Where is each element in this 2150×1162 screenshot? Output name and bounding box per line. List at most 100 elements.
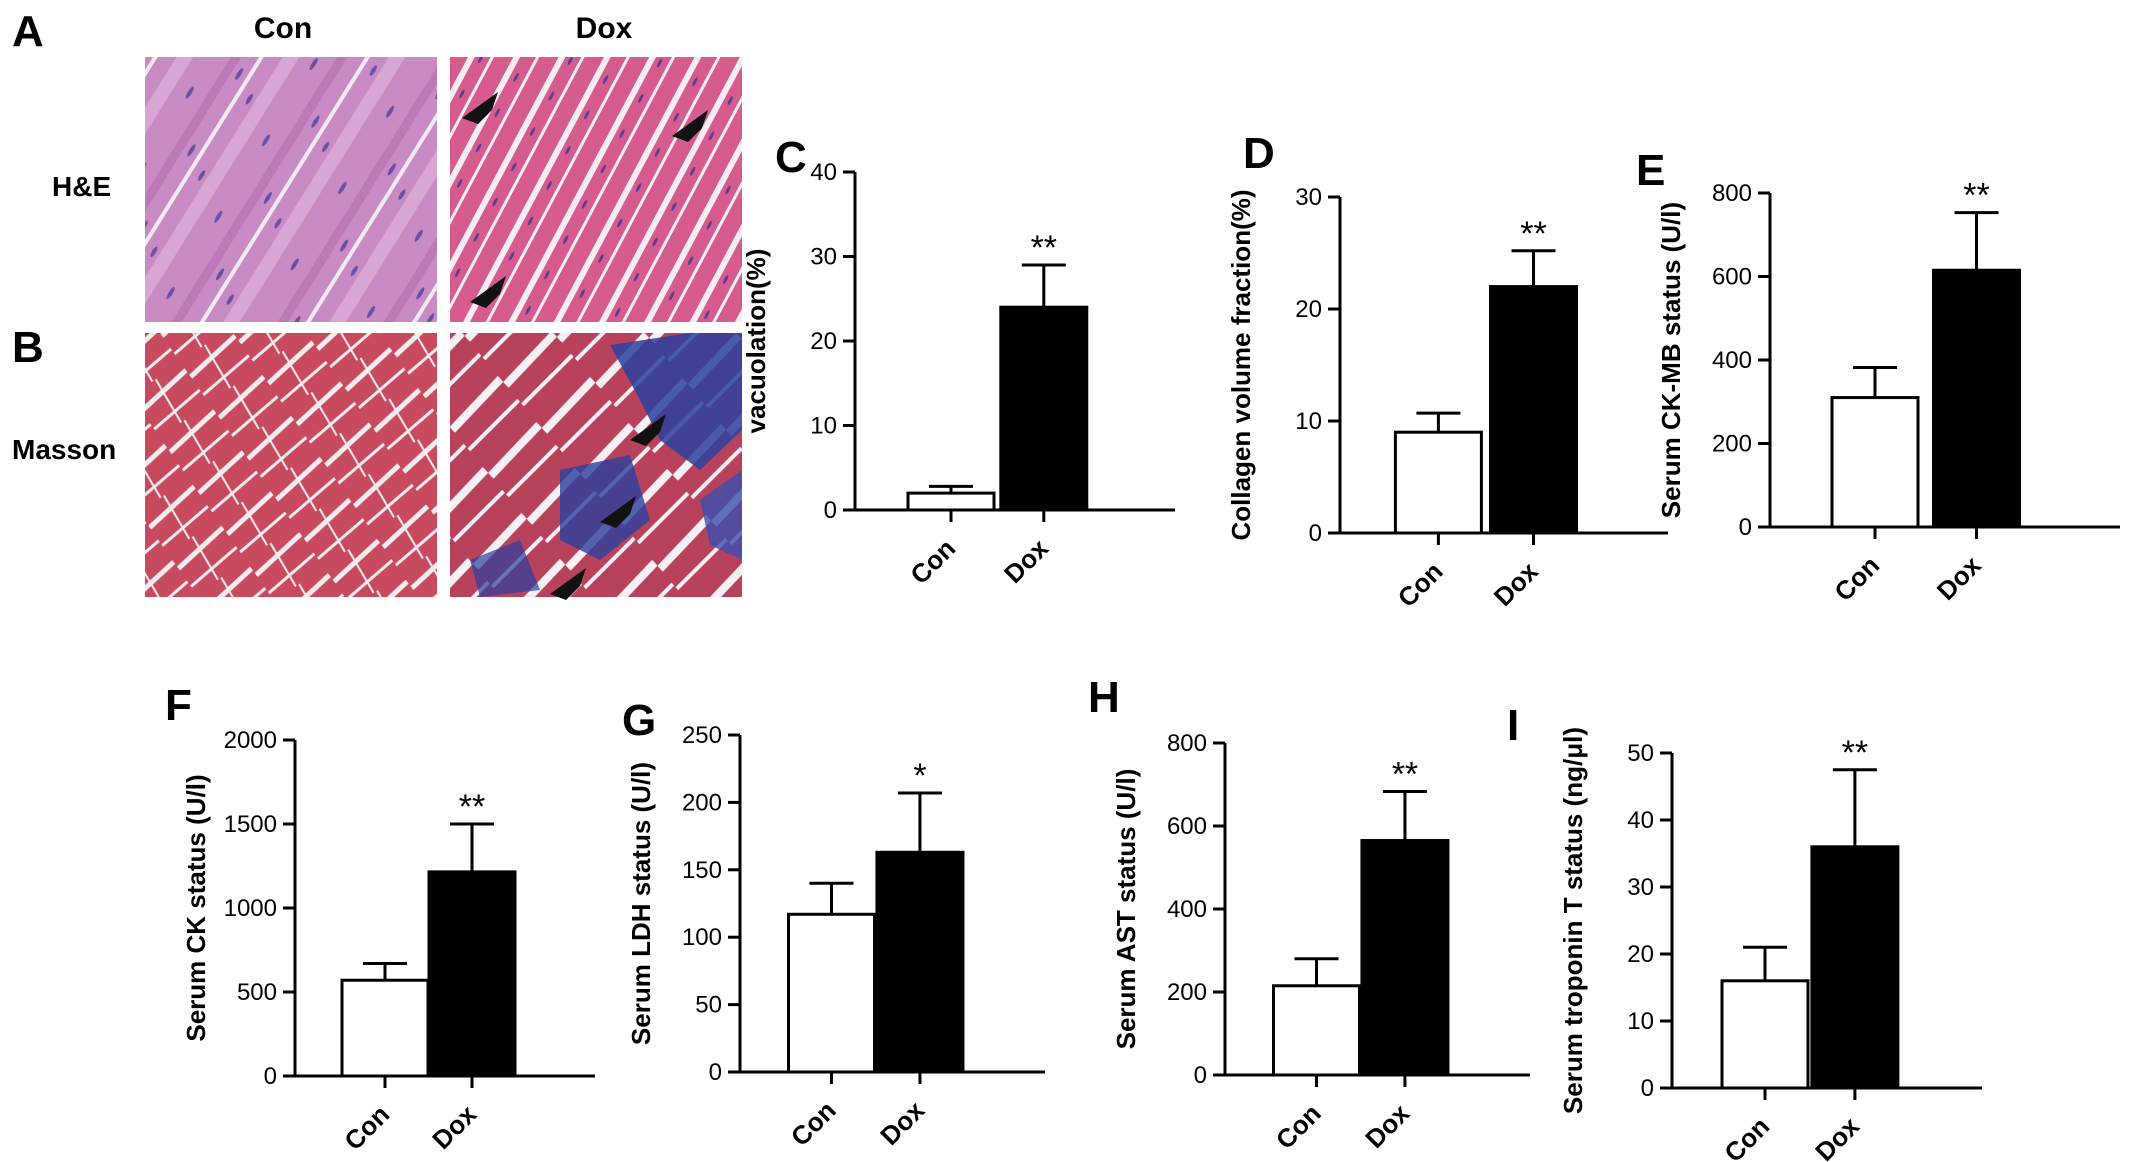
bar-con	[906, 491, 996, 512]
y-tick-label: 250	[682, 722, 722, 749]
y-tick-label: 10	[810, 413, 837, 440]
arrow-markers	[462, 92, 708, 600]
arrow-icon	[600, 496, 636, 528]
bar-dox	[1360, 839, 1450, 1077]
category-label: Con	[1392, 556, 1449, 613]
y-tick-label: 200	[1712, 431, 1752, 458]
y-tick-label: 200	[1167, 979, 1207, 1006]
y-tick-label: 800	[1167, 730, 1207, 757]
y-tick-label: 100	[682, 924, 722, 951]
y-tick-label: 1500	[224, 811, 277, 838]
bar-chart-e: E 0 200 400 600 800 Serum CK-MB status (U/l) Co…	[1636, 146, 2120, 607]
bar-dox	[1810, 845, 1900, 1090]
y-tick-label: 600	[1167, 813, 1207, 840]
panel-label: H	[1088, 673, 1120, 722]
bar-dox	[1932, 268, 2021, 529]
category-label: Dox	[426, 1099, 482, 1155]
significance-marker: **	[1392, 756, 1418, 794]
y-tick-label: 10	[1295, 408, 1322, 435]
y-axis-label: Serum CK-MB status (U/l)	[1656, 202, 1686, 518]
bar-con	[1830, 396, 1920, 529]
arrow-icon	[462, 92, 498, 124]
row-label-he: H&E	[52, 171, 111, 202]
panel-label: C	[775, 133, 807, 182]
panel-label: F	[165, 681, 192, 730]
y-tick-label: 30	[810, 244, 837, 271]
he-dox-image	[450, 57, 742, 322]
collagen-deposits	[470, 333, 742, 597]
category-label: Dox	[1931, 550, 1987, 606]
panel-label: D	[1243, 129, 1275, 178]
y-axis-label: Collagen volume fraction(%)	[1226, 189, 1256, 540]
significance-marker: **	[1031, 229, 1057, 267]
panel-label-b: B	[12, 323, 44, 372]
bar-dox	[999, 305, 1089, 512]
category-label: Dox	[1488, 556, 1544, 612]
bar-chart-f: F 0 500 1000 1500 2000 Serum CK status (U/l) Co…	[165, 681, 595, 1156]
category-label: Dox	[998, 533, 1054, 589]
arrow-icon	[550, 568, 586, 600]
panel-label: G	[622, 696, 656, 745]
y-tick-label: 150	[682, 857, 722, 884]
y-tick-label: 0	[264, 1063, 277, 1090]
y-tick-label: 0	[1194, 1062, 1207, 1089]
bar-chart-c: C 0 10 20 30 40 vacuolation(%) Con ** Dox	[741, 133, 1175, 590]
significance-marker: **	[1963, 177, 1989, 215]
y-tick-label: 20	[1295, 296, 1322, 323]
y-axis-label: vacuolation(%)	[741, 249, 771, 434]
y-tick-label: 0	[1641, 1075, 1654, 1102]
arrow-icon	[672, 110, 708, 142]
category-label: Con	[785, 1095, 842, 1152]
y-tick-label: 30	[1627, 874, 1654, 901]
y-tick-label: 30	[1295, 184, 1322, 211]
bar-chart-i: I 0 10 20 30 40 50 Serum troponin T status (ng/…	[1507, 701, 1982, 1162]
category-label: Con	[904, 533, 961, 590]
significance-marker: *	[913, 757, 926, 795]
category-label: Dox	[874, 1095, 930, 1151]
panel-label: I	[1507, 701, 1519, 750]
category-label: Con	[1718, 1111, 1775, 1162]
bar-dox	[1489, 285, 1579, 535]
y-tick-label: 400	[1167, 896, 1207, 923]
significance-marker: **	[1520, 215, 1546, 253]
column-header-dox: Dox	[576, 12, 633, 45]
category-label: Con	[338, 1099, 395, 1156]
significance-marker: **	[459, 788, 485, 826]
y-tick-label: 10	[1627, 1008, 1654, 1035]
y-tick-label: 0	[1739, 514, 1752, 541]
y-tick-label: 40	[810, 159, 837, 186]
column-header-con: Con	[254, 12, 312, 45]
y-tick-label: 20	[810, 328, 837, 355]
panel-label: E	[1636, 146, 1665, 195]
y-tick-label: 800	[1712, 180, 1752, 207]
y-tick-label: 50	[695, 992, 722, 1019]
category-label: Con	[1270, 1098, 1327, 1155]
y-axis-label: Serum troponin T status (ng/μl)	[1558, 727, 1588, 1114]
histology-panels: A B Con Dox H&E Masson	[12, 7, 742, 600]
y-tick-label: 0	[709, 1059, 722, 1086]
y-tick-label: 400	[1712, 347, 1752, 374]
y-tick-label: 50	[1627, 740, 1654, 767]
y-tick-label: 600	[1712, 264, 1752, 291]
y-tick-label: 2000	[224, 727, 277, 754]
y-axis-label: Serum CK status (U/l)	[181, 774, 211, 1041]
y-tick-label: 20	[1627, 941, 1654, 968]
y-axis-label: Serum AST status (U/l)	[1111, 769, 1141, 1050]
bar-con	[340, 978, 430, 1078]
y-tick-label: 0	[824, 497, 837, 524]
he-con-image	[145, 57, 437, 322]
arrow-icon	[470, 276, 506, 308]
y-tick-label: 200	[682, 789, 722, 816]
row-label-masson: Masson	[12, 434, 116, 465]
y-tick-label: 1000	[224, 895, 277, 922]
significance-marker: **	[1842, 734, 1868, 772]
bar-chart-g: G 0 50 100 150 200 250 Serum LDH status (U/l) Co…	[622, 696, 1045, 1152]
bar-dox	[427, 870, 517, 1078]
arrow-icon	[630, 414, 666, 446]
bar-chart-h: H 0 200 400 600 800 Serum AST status (U/l) Con *…	[1088, 673, 1530, 1155]
category-label: Con	[1828, 550, 1885, 607]
category-label: Dox	[1809, 1111, 1865, 1162]
masson-con-image	[145, 333, 437, 597]
bar-con	[1272, 984, 1361, 1077]
